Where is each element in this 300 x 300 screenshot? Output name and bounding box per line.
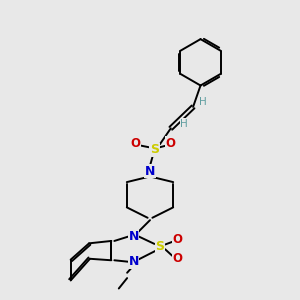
Text: H: H [199, 97, 206, 106]
Text: O: O [166, 137, 176, 150]
Text: N: N [128, 230, 139, 243]
Text: S: S [155, 240, 164, 254]
Text: H: H [180, 119, 188, 129]
Text: O: O [172, 233, 183, 246]
Text: S: S [150, 143, 159, 156]
Text: O: O [130, 137, 140, 150]
Text: N: N [145, 165, 155, 178]
Text: O: O [172, 252, 183, 265]
Text: N: N [128, 255, 139, 268]
